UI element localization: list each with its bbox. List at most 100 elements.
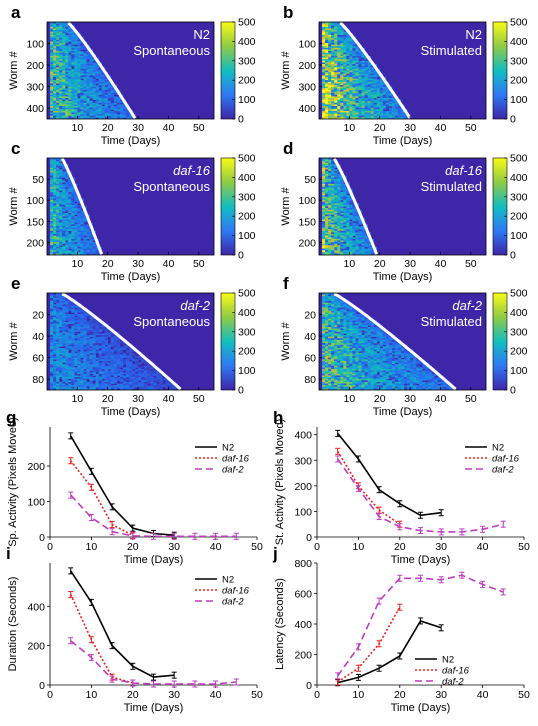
heatmap-cell — [80, 354, 84, 357]
heatmap-cell — [328, 117, 332, 119]
heatmap-cell — [328, 169, 332, 172]
heatmap-cell — [322, 94, 326, 97]
heatmap-cell — [355, 212, 359, 215]
heatmap-cell — [65, 175, 69, 178]
heatmap-cell — [77, 91, 81, 94]
heatmap-cell — [68, 36, 72, 39]
heatmap-cell — [53, 180, 57, 183]
heatmap-cell — [65, 72, 69, 75]
heatmap-cell — [325, 212, 329, 215]
heatmap-cell — [86, 232, 90, 235]
heatmap-cell — [379, 80, 384, 83]
heatmap-cell — [385, 104, 390, 107]
heatmap-cell — [53, 72, 57, 75]
heatmap-cell — [101, 341, 105, 344]
heatmap-cell — [358, 85, 362, 87]
heatmap-cell — [65, 216, 69, 219]
heatmap-cell — [59, 70, 63, 73]
heatmap-cell — [89, 86, 93, 89]
heatmap-cell — [68, 362, 72, 365]
heatmap-cell — [125, 360, 130, 363]
heatmap-cell — [83, 360, 87, 363]
heatmap-cell — [77, 54, 81, 57]
heatmap-cell — [107, 115, 112, 118]
heatmap-cell — [74, 385, 78, 388]
heatmap-cell — [331, 190, 335, 193]
heatmap-cell — [334, 62, 338, 65]
heatmap-cell — [325, 70, 329, 73]
heatmap-cell — [125, 383, 130, 386]
heatmap-cell — [59, 183, 63, 186]
heatmap-cell — [334, 222, 338, 225]
heatmap-cell — [328, 64, 332, 66]
heatmap-cell — [71, 75, 75, 78]
heatmap-cell — [361, 72, 365, 75]
y-tick-label: 50 — [304, 174, 316, 186]
heatmap-cell — [349, 238, 353, 241]
heatmap-cell — [346, 190, 350, 193]
heatmap-cell — [59, 243, 63, 246]
heatmap-cell — [107, 385, 112, 388]
heatmap-cell — [331, 30, 335, 32]
heatmap-cell — [98, 117, 102, 119]
heatmap-cell — [65, 75, 69, 78]
heatmap-cell — [101, 377, 105, 379]
heatmap-cell — [138, 383, 142, 386]
heatmap-cell — [385, 106, 390, 108]
heatmap-cell — [89, 367, 93, 370]
heatmap-cell — [322, 89, 326, 92]
heatmap-cell — [50, 336, 54, 339]
heatmap-cell — [358, 237, 362, 240]
heatmap-cell — [80, 323, 84, 326]
heatmap-cell — [331, 216, 335, 219]
heatmap-cell — [328, 203, 332, 206]
heatmap-cell — [80, 235, 84, 238]
heatmap-cell — [95, 65, 99, 68]
heatmap-cell — [62, 341, 66, 344]
heatmap-cell — [337, 227, 341, 230]
heatmap-cell — [68, 253, 72, 255]
heatmap-cell — [62, 57, 66, 60]
heatmap-cell — [65, 107, 69, 110]
heatmap-cell — [144, 377, 148, 379]
heatmap-cell — [50, 34, 54, 37]
heatmap-cell — [74, 196, 78, 199]
heatmap-cell — [92, 81, 96, 84]
heatmap-cell — [56, 85, 60, 87]
heatmap-cell — [113, 373, 118, 376]
heatmap-cell — [80, 101, 84, 104]
heatmap-cell — [68, 102, 72, 105]
heatmap-cell — [68, 97, 72, 100]
heatmap-cell — [101, 81, 105, 84]
heatmap-cell — [382, 83, 387, 86]
heatmap-cell — [110, 372, 115, 375]
heatmap-cell — [343, 96, 347, 99]
heatmap-cell — [74, 359, 78, 362]
heatmap-cell — [80, 64, 84, 66]
heatmap-cell — [86, 375, 90, 378]
heatmap-cell — [59, 62, 63, 65]
heatmap-cell — [122, 360, 127, 363]
heatmap-cell — [50, 208, 54, 211]
heatmap-cell — [53, 191, 57, 194]
heatmap-cell — [62, 230, 66, 233]
heatmap-cell — [104, 349, 109, 352]
heatmap-cell — [65, 351, 69, 354]
heatmap-cell — [92, 73, 96, 76]
heatmap-cell — [71, 55, 75, 58]
heatmap-cell — [110, 117, 115, 119]
heatmap-cell — [56, 187, 60, 190]
heatmap-cell — [89, 326, 93, 329]
heatmap-cell — [358, 64, 362, 66]
heatmap-cell — [334, 175, 338, 178]
heatmap-cell — [68, 224, 72, 227]
heatmap-cell — [101, 106, 105, 108]
heatmap-cell — [364, 237, 368, 240]
heatmap-cell — [56, 230, 60, 233]
heatmap-cell — [53, 30, 57, 32]
heatmap-cell — [80, 57, 84, 60]
heatmap-cell — [349, 106, 353, 108]
heatmap-cell — [107, 88, 112, 91]
heatmap-cell — [343, 75, 347, 78]
heatmap-cell — [65, 212, 69, 215]
